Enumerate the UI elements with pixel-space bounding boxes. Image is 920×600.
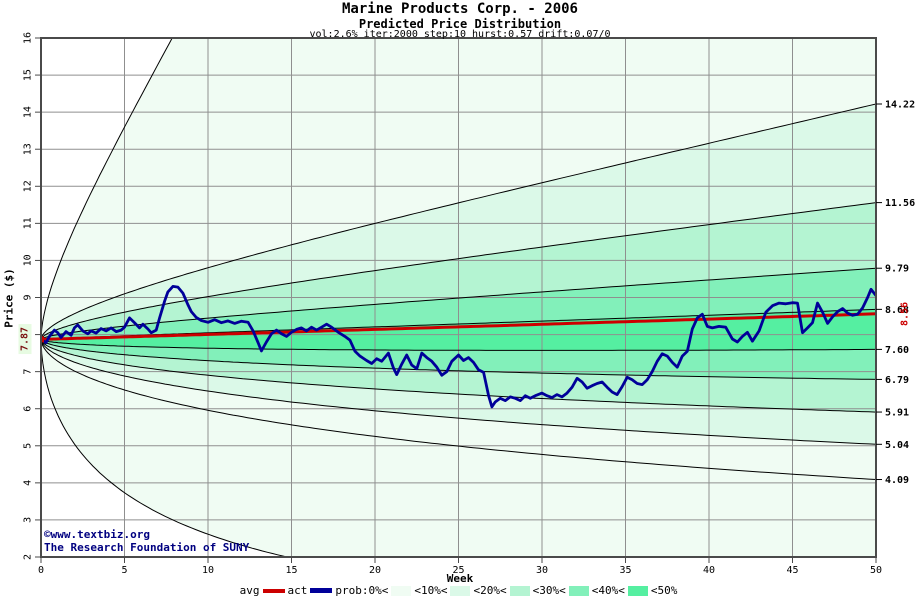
legend-band-swatch (627, 586, 648, 596)
legend-act-swatch (310, 588, 333, 593)
y-axis-label: Price ($) (2, 268, 16, 328)
x-axis-label: Week (446, 572, 474, 585)
legend-band-swatch (568, 586, 589, 596)
boundary-value-label: 7.60 (885, 345, 909, 356)
legend-band-swatch (509, 586, 530, 596)
x-tick-label: 35 (619, 565, 631, 576)
actual-price-line (41, 284, 876, 409)
boundary-value-label: 5.04 (885, 440, 909, 451)
y-tick-label: 9 (23, 294, 34, 300)
probability-band (41, 339, 876, 480)
boundary-value-label: 6.79 (885, 375, 909, 386)
avg-end-price-label: 8.56 (899, 301, 911, 327)
x-tick-label: 25 (452, 565, 464, 576)
start-price-label: 7.87 (18, 323, 32, 355)
x-tick-label: 20 (369, 565, 381, 576)
start-price-marker (41, 336, 44, 343)
x-tick-label: 40 (703, 565, 715, 576)
chart-title: Marine Products Corp. - 2006 (341, 1, 578, 17)
boundary-value-label: 8.68 (885, 305, 909, 316)
fan-boundary-line-upper-3 (41, 202, 876, 340)
chart-subtitle: Predicted Price Distribution (358, 17, 562, 31)
x-tick-label: 5 (121, 565, 127, 576)
boundary-value-label: 11.56 (885, 198, 915, 209)
y-tick-label: 16 (23, 32, 34, 44)
legend-band-swatch (391, 586, 412, 596)
probability-band (41, 339, 876, 445)
y-tick-label: 10 (23, 254, 34, 266)
x-tick-label: 50 (870, 565, 882, 576)
plot-area (41, 38, 876, 557)
x-tick-label: 15 (285, 565, 297, 576)
legend-band-label: <10%< (414, 584, 448, 597)
legend-band-label: <50% (650, 584, 678, 597)
y-tick-label: 12 (23, 180, 34, 192)
y-tick-label: 6 (23, 406, 34, 412)
fan-boundary-line-lower-2 (41, 339, 876, 380)
avg-price-line (41, 312, 876, 341)
legend: avg act prob:0%< <10%< <20%< <30%< <40%< <50… (0, 584, 920, 597)
fan-boundary-line-lower-5 (41, 339, 876, 480)
y-tick-label: 4 (23, 480, 34, 486)
x-tick-label: 45 (786, 565, 798, 576)
boundary-value-label: 14.22 (885, 99, 915, 110)
legend-avg-label: avg (239, 584, 260, 597)
fan-boundary-line-upper-4 (41, 103, 876, 340)
fan-boundary-line-envelope-bottom (41, 339, 290, 557)
y-tick-label: 11 (23, 217, 34, 229)
copyright-url: ©www.textbiz.org (44, 528, 150, 541)
legend-band-label: <40%< (591, 584, 625, 597)
legend-avg-swatch (262, 588, 285, 593)
legend-prob-label: prob:0%< (335, 584, 389, 597)
x-tick-label: 30 (536, 565, 548, 576)
legend-band-swatch (450, 586, 471, 596)
y-tick-label: 13 (23, 143, 34, 155)
boundary-value-label: 5.91 (885, 408, 909, 419)
y-tick-label: 14 (23, 106, 34, 118)
boundary-value-label: 9.79 (885, 264, 909, 275)
boundary-value-label: 4.09 (885, 475, 909, 486)
fan-boundary-line-lower-4 (41, 339, 876, 445)
y-tick-label: 3 (23, 517, 34, 523)
legend-act-label: act (287, 584, 308, 597)
legend-band-label: <20%< (473, 584, 507, 597)
y-tick-label: 7 (23, 369, 34, 375)
simulation-params: vol:2.6% iter:2000 step:10 hurst:0.57 dr… (309, 29, 611, 40)
x-tick-label: 0 (38, 565, 44, 576)
fan-boundary-line-lower-3 (41, 339, 876, 413)
legend-band-label: <30%< (532, 584, 566, 597)
y-tick-label: 15 (23, 69, 34, 81)
y-tick-label: 2 (23, 554, 34, 560)
y-tick-label: 5 (23, 443, 34, 449)
legend-probability-segments: <10%< <20%< <30%< <40%< <50% (391, 584, 680, 597)
copyright-org: The Research Foundation of SUNY (44, 541, 250, 554)
x-tick-label: 10 (202, 565, 214, 576)
fan-boundary-line-envelope-top (41, 38, 173, 340)
